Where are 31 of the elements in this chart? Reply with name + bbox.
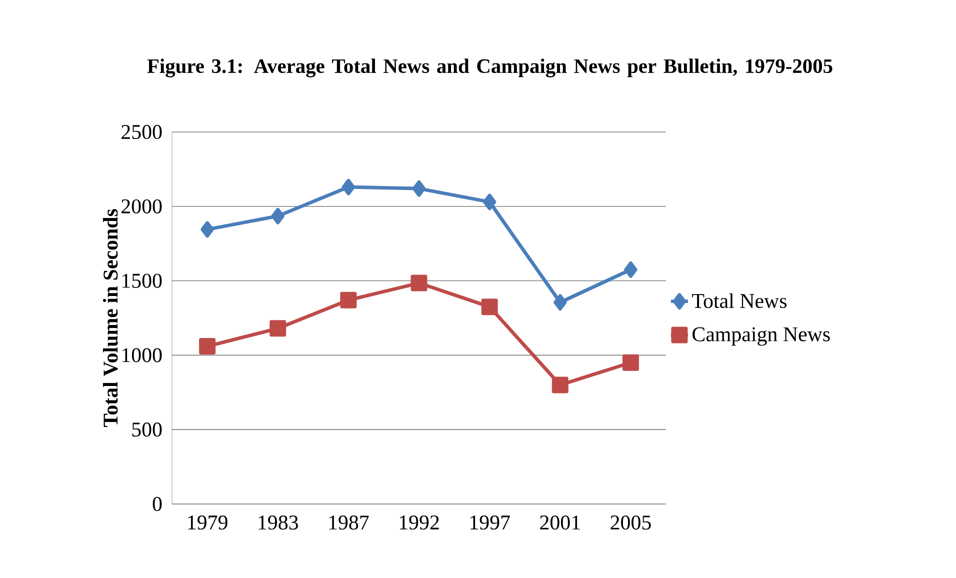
x-tick-label: 1992 — [400, 516, 439, 530]
x-tick-label: 2001 — [540, 516, 580, 530]
y-tick-label: 500 — [132, 422, 162, 437]
point — [412, 180, 426, 197]
legend-label: Campaign News — [692, 327, 830, 346]
x-tick-label: 1983 — [258, 516, 298, 530]
point — [481, 298, 498, 316]
y-tick-label: 1500 — [122, 274, 162, 288]
point — [342, 178, 356, 196]
x-tick-label: 1997 — [470, 516, 510, 530]
y-tick-label: 1000 — [122, 348, 162, 362]
point — [410, 274, 428, 292]
point — [199, 338, 216, 355]
point — [270, 320, 286, 337]
y-axis-title: Total Volume in Seconds — [102, 209, 118, 428]
point — [624, 261, 638, 278]
point — [340, 292, 357, 308]
y-tick-label: 0 — [152, 496, 162, 512]
chart-title: Figure 3.1: Average Total News and Campaign News per Bulletin, 1979-2005 — [147, 58, 832, 78]
point — [482, 194, 496, 210]
x-tick-label: 1987 — [329, 516, 369, 530]
point — [200, 221, 214, 238]
point — [554, 294, 567, 311]
legend-label: Total News — [692, 293, 787, 308]
point — [622, 354, 639, 371]
x-tick-label: 1979 — [188, 516, 228, 530]
x-tick-label: 2005 — [610, 516, 651, 530]
point — [552, 376, 568, 394]
point — [271, 208, 284, 224]
y-tick-label: 2000 — [122, 199, 162, 214]
y-tick-label: 2500 — [122, 124, 162, 140]
